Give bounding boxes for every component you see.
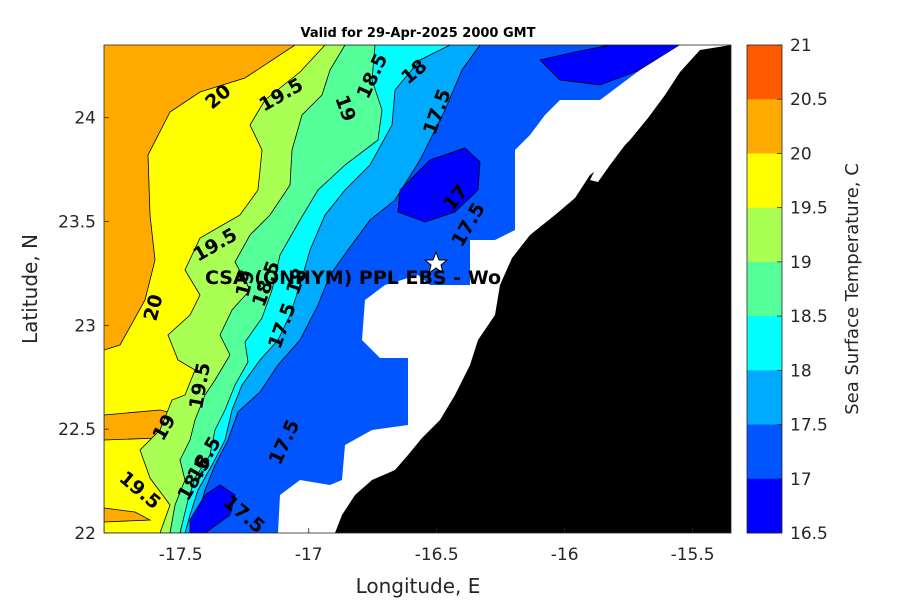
colorbar-swatch [747, 424, 782, 480]
sst-band-16.5-17-south [189, 484, 236, 533]
x-axis-label: Longitude, E [356, 574, 481, 598]
x-tick-label: -17 [295, 545, 323, 565]
colorbar-tick-label: 20 [790, 144, 812, 164]
colorbar-frame [746, 44, 783, 534]
x-tick-label: -16.5 [415, 545, 459, 565]
colorbar-swatch [747, 153, 782, 209]
colorbar-tick-label: 18 [790, 361, 812, 381]
station-label: CSA (ONHYM) PPL EBS - Wo [205, 267, 501, 289]
x-tick-label: -17.5 [159, 545, 203, 565]
colorbar-tick-label: 21 [790, 36, 812, 56]
colorbar-tick-label: 16.5 [790, 524, 828, 544]
station-star-icon[interactable] [423, 250, 449, 275]
land-mass [335, 45, 731, 533]
colorbar-swatch [747, 207, 782, 263]
sst-band-16.5-17-center [397, 147, 481, 223]
colorbar-tick-label: 20.5 [790, 90, 828, 110]
colorbar-swatch [747, 478, 782, 534]
x-tick-label: -15.5 [671, 545, 715, 565]
map-area: CSA (ONHYM) PPL EBS - Wo 20 19.5 19 18.5… [103, 44, 732, 534]
y-tick-label: 22.5 [58, 420, 96, 440]
colorbar-tick-label: 18.5 [790, 307, 828, 327]
y-axis-label: Latitude, N [18, 234, 42, 344]
figure-title: Valid for 29-Apr-2025 2000 GMT [301, 26, 536, 41]
y-tick-label: 23 [74, 316, 96, 336]
colorbar-swatch [747, 99, 782, 154]
peninsula [590, 118, 640, 182]
sst-band-20-20.5-southwest [104, 507, 152, 523]
colorbar-swatch [747, 261, 782, 317]
y-tick-label: 24 [74, 109, 96, 129]
colorbar-tick-label: 19 [790, 253, 812, 273]
colorbar-tick-label: 17 [790, 470, 812, 490]
colorbar-tick-label: 19.5 [790, 199, 828, 219]
y-tick-label: 23.5 [58, 213, 96, 233]
y-axis: 24 23.5 23 22.5 22 [58, 109, 109, 544]
colorbar-tick-label: 17.5 [790, 416, 828, 436]
colorbar-swatch [747, 370, 782, 426]
x-axis: -17.5 -17 -16.5 -16 -15.5 [159, 528, 715, 565]
y-tick-label: 22 [74, 524, 96, 544]
colorbar-swatch [747, 316, 782, 371]
colorbar: 21 20.5 20 19.5 19 18.5 18 17.5 17 16.5 [746, 36, 828, 544]
plot-frame [103, 44, 732, 534]
x-tick-label: -16 [551, 545, 579, 565]
colorbar-label: Sea Surface Temperature, C [842, 163, 863, 415]
colorbar-swatch [747, 45, 782, 100]
